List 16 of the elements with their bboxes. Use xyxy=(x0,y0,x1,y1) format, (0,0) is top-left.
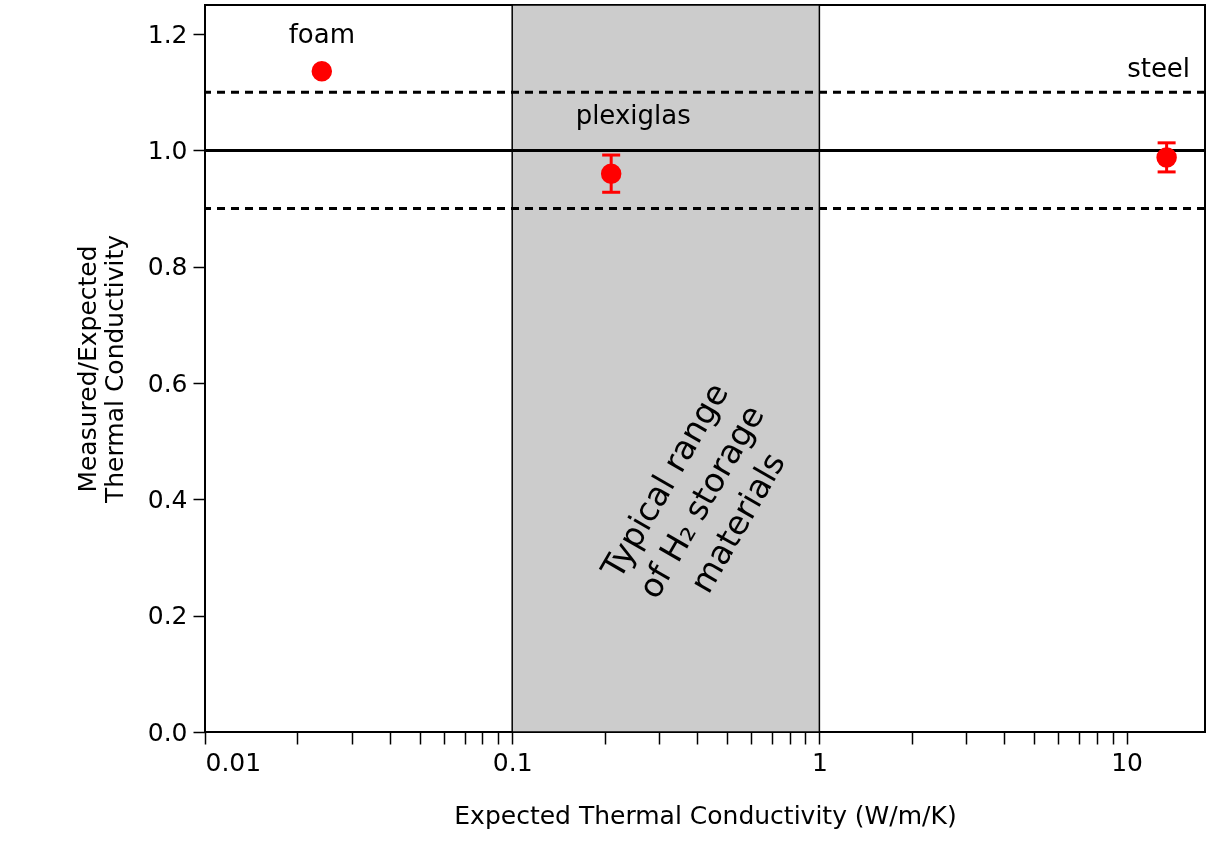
y-tick-label: 1.2 xyxy=(147,19,188,49)
x-tick-label: 1 xyxy=(811,747,828,777)
annotation: steel xyxy=(1127,53,1191,84)
y-tick-label: 0.8 xyxy=(147,252,188,282)
x-tick-label: 0.01 xyxy=(205,747,262,777)
annotation: foam xyxy=(288,19,355,50)
x-tick-label: 10 xyxy=(1111,747,1143,777)
annotation: plexiglas xyxy=(575,99,691,130)
y-tick-label: 0.6 xyxy=(147,368,188,398)
y-axis-title: Measured/Expected Thermal Conductivity xyxy=(72,234,129,505)
y-tick-label: 1.0 xyxy=(147,135,188,165)
y-tick-label: 0.2 xyxy=(147,601,188,631)
y-tick-label: 0.4 xyxy=(147,484,188,514)
y-tick-label: 0.0 xyxy=(147,717,188,747)
x-tick-label: 0.1 xyxy=(492,747,533,777)
x-axis-title: Expected Thermal Conductivity (W/m/K) xyxy=(454,800,957,830)
